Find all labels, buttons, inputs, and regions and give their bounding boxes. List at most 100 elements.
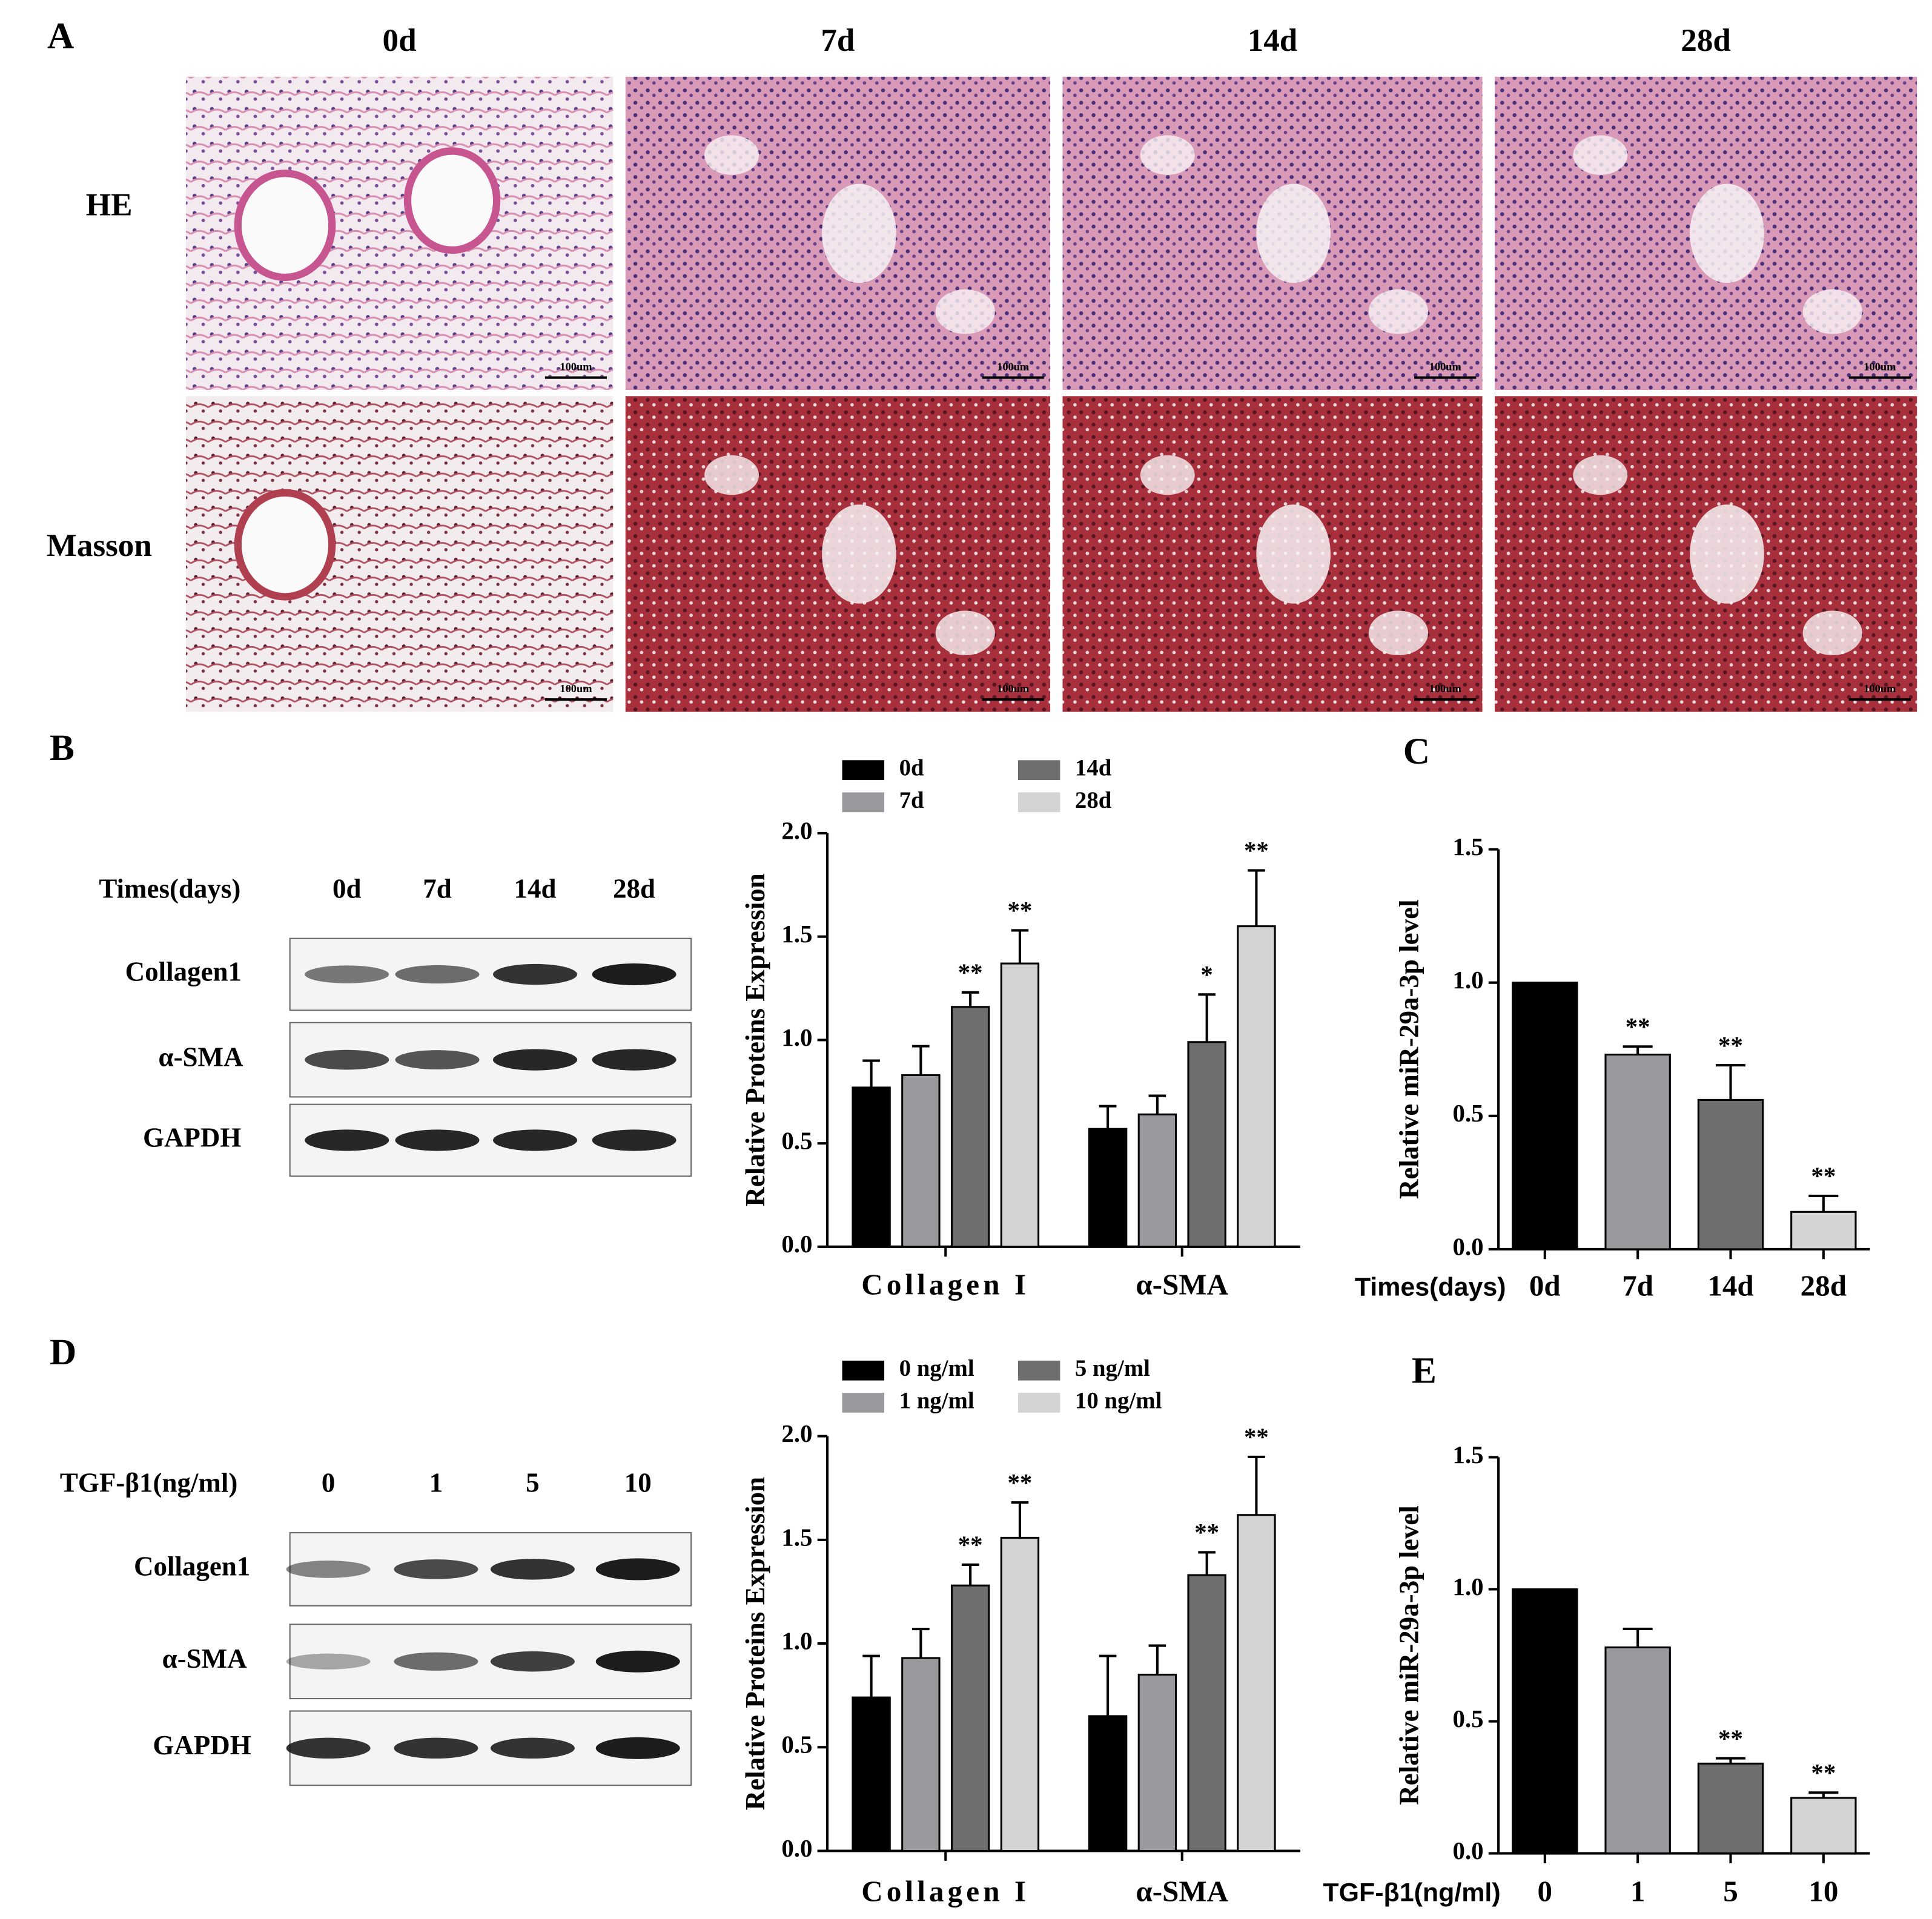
x-tick-label: 1: [1630, 1874, 1646, 1907]
error-bar: [1198, 993, 1216, 1042]
error-bar: [1623, 1627, 1653, 1648]
bar: [1088, 1128, 1128, 1248]
legend-swatch: [842, 1393, 885, 1413]
lane-label: 1: [429, 1468, 443, 1498]
legend-swatch: [1017, 1393, 1060, 1413]
y-tick-label: 0.0: [781, 1835, 812, 1862]
lane-label: 10: [624, 1468, 652, 1498]
y-tick-label: 1.5: [781, 920, 812, 948]
scale-bar-label: 100um: [1864, 360, 1896, 372]
x-tick-label: α-SMA: [1136, 1268, 1228, 1301]
x-tick-label: Collagen I: [861, 1874, 1030, 1907]
airspace: [1368, 289, 1429, 334]
error-bar: [1808, 1791, 1839, 1798]
error-bar: [862, 1059, 880, 1088]
airspace: [935, 610, 995, 656]
blot-band: [595, 1650, 680, 1673]
bar: [901, 1657, 941, 1852]
bar: [1237, 925, 1276, 1248]
significance: **: [1007, 897, 1032, 924]
blot-row-label: GAPDH: [143, 1122, 241, 1152]
airspace: [1256, 183, 1331, 283]
x-tick-label: 0: [1538, 1874, 1553, 1907]
blot-band: [490, 1559, 575, 1580]
airway: [234, 489, 336, 601]
x-tick-label: 5: [1723, 1874, 1738, 1907]
error-bar: [912, 1628, 930, 1659]
blot-band: [595, 1558, 680, 1580]
bar: [1604, 1646, 1671, 1855]
error-bar: [912, 1045, 930, 1075]
blot-band: [395, 1129, 480, 1151]
airspace: [822, 183, 896, 283]
significance: **: [1718, 1032, 1743, 1059]
significance: **: [1811, 1759, 1836, 1786]
bar: [1790, 1211, 1857, 1250]
y-tick-label: 0.0: [1453, 1233, 1484, 1260]
error-bar: [1623, 1045, 1653, 1055]
significance: **: [1007, 1469, 1032, 1496]
x-axis-label: Times(days): [1355, 1273, 1506, 1302]
blot-band: [286, 1653, 371, 1670]
legend-label: 28d: [1075, 787, 1112, 813]
blot-row-label: GAPDH: [153, 1730, 251, 1760]
lane-label: 0: [322, 1468, 335, 1498]
x-tick-label: 10: [1808, 1874, 1838, 1907]
legend-label: 10 ng/ml: [1075, 1387, 1162, 1413]
airway: [234, 170, 336, 282]
error-bar: [862, 1654, 880, 1698]
y-tick-label: 1.5: [1453, 833, 1484, 860]
bar: [1790, 1797, 1857, 1855]
y-axis-label: Relative Proteins Expression: [740, 873, 770, 1206]
bar: [1088, 1715, 1128, 1852]
legend-swatch: [1017, 1360, 1060, 1381]
blot-band: [492, 963, 578, 985]
airspace: [1690, 183, 1764, 283]
bar: [1000, 1536, 1040, 1852]
y-tick-label: 2.0: [781, 817, 812, 844]
y-tick-label: 1.0: [781, 1024, 812, 1051]
lane-label: 5: [526, 1468, 539, 1498]
blot-band: [395, 965, 480, 984]
bar: [950, 1006, 990, 1248]
bar: [1000, 962, 1040, 1248]
legend-swatch: [1017, 760, 1060, 781]
error-bar: [1148, 1094, 1166, 1115]
blot-band: [305, 1049, 389, 1070]
airspace: [1140, 135, 1195, 175]
error-bar: [1198, 1551, 1216, 1576]
y-tick-label: 0.5: [1453, 1100, 1484, 1127]
legend-label: 0d: [899, 755, 924, 781]
y-tick-label: 0.5: [781, 1128, 812, 1155]
bar: [1512, 982, 1578, 1250]
blot-row-label: α-SMA: [158, 1042, 243, 1072]
legend-swatch: [1017, 792, 1060, 813]
blot-band: [394, 1652, 478, 1671]
significance: **: [1244, 837, 1269, 864]
blot-header: TGF-β1(ng/ml): [60, 1468, 237, 1498]
error-bar: [961, 991, 979, 1007]
error-bar: [1099, 1654, 1117, 1716]
y-axis-label: Relative miR-29a-3p level: [1394, 1505, 1424, 1805]
scale-bar-label: 100um: [560, 360, 592, 372]
lane-label: 28d: [613, 873, 655, 903]
blot-band: [595, 1737, 680, 1759]
lane-label: 0d: [332, 873, 362, 903]
blot-band: [286, 1561, 371, 1578]
airspace: [704, 135, 759, 175]
blot-band: [490, 1651, 575, 1672]
lane-label: 14d: [514, 873, 557, 903]
significance: **: [958, 1531, 983, 1559]
blot-row-label: Collagen1: [125, 956, 242, 986]
airspace: [1573, 455, 1628, 495]
x-tick-label: Collagen I: [861, 1268, 1030, 1301]
x-tick-label: 0d: [1529, 1269, 1561, 1303]
airspace: [704, 455, 759, 495]
blot-band: [490, 1737, 575, 1759]
airspace: [1573, 135, 1628, 175]
error-bar: [1715, 1064, 1746, 1100]
bar: [852, 1086, 891, 1248]
legend-label: 5 ng/ml: [1075, 1355, 1150, 1381]
blot-header: Times(days): [99, 873, 240, 903]
legend-swatch: [842, 792, 885, 813]
